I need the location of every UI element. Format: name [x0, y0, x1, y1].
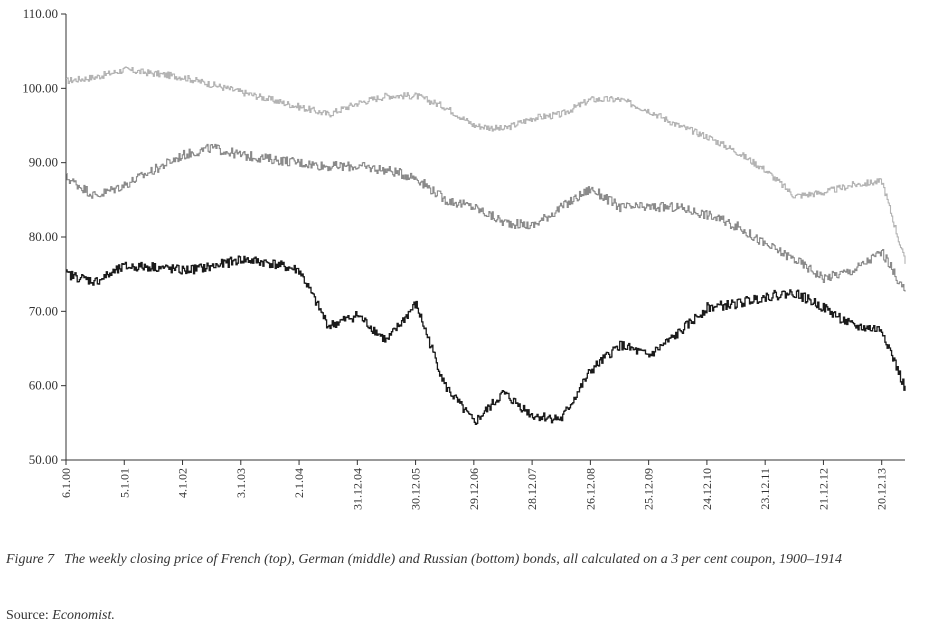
series-line-french	[66, 66, 906, 264]
x-tick-label: 31.12.04	[350, 468, 364, 510]
bond-price-chart: 50.00 60.00 70.00 80.00 90.00 100.00 110.00 6.1…	[22, 6, 906, 510]
chart-series	[66, 66, 906, 425]
figure-label: Figure 7	[6, 552, 55, 567]
x-tick-label: 23.12.11	[758, 468, 772, 510]
y-tick-label: 80.00	[29, 229, 58, 244]
x-tick-label: 4.1.02	[176, 468, 190, 498]
source-name: Economist.	[52, 608, 115, 623]
figure-caption-text: The weekly closing price of French (top)…	[64, 552, 842, 567]
x-tick-label: 6.1.00	[59, 468, 73, 498]
chart-tick-labels: 50.00 60.00 70.00 80.00 90.00 100.00 110.00 6.1…	[22, 6, 888, 510]
x-tick-label: 26.12.08	[583, 468, 597, 510]
x-tick-label: 24.12.10	[700, 468, 714, 510]
series-line-german	[66, 143, 906, 292]
x-tick-label: 2.1.04	[292, 468, 306, 498]
x-tick-label: 20.12.13	[875, 468, 889, 510]
x-tick-label: 21.12.12	[816, 468, 830, 510]
y-tick-label: 50.00	[29, 452, 58, 467]
x-tick-label: 3.1.03	[234, 468, 248, 498]
y-tick-label: 100.00	[22, 80, 58, 95]
x-tick-label: 28.12.07	[525, 468, 539, 510]
y-tick-label: 70.00	[29, 303, 58, 318]
source-line: Source: Economist.	[6, 608, 115, 624]
x-tick-label: 5.1.01	[117, 468, 131, 498]
y-tick-label: 90.00	[29, 155, 58, 170]
chart-axes	[61, 13, 905, 465]
source-prefix: Source:	[6, 608, 49, 623]
x-tick-label: 29.12.06	[467, 468, 481, 510]
figure-caption: Figure 7 The weekly closing price of Fren…	[6, 549, 946, 571]
y-tick-label: 60.00	[29, 378, 58, 393]
x-tick-label: 25.12.09	[642, 468, 656, 510]
series-line-russian	[66, 255, 906, 425]
y-tick-label: 110.00	[23, 6, 58, 21]
x-tick-label: 30.12.05	[409, 468, 423, 510]
